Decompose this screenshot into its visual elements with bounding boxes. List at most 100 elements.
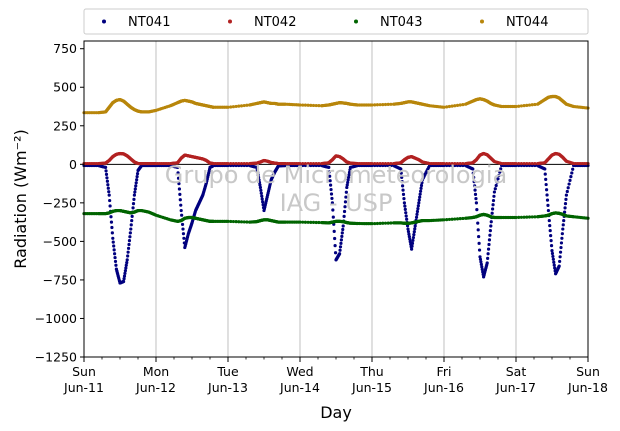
- data-point-NT041: [492, 194, 496, 198]
- data-point-NT044: [306, 103, 310, 107]
- data-point-NT041: [261, 200, 265, 204]
- data-point-NT041: [344, 190, 348, 194]
- data-point-NT041: [256, 173, 260, 177]
- data-point-NT043: [527, 215, 532, 219]
- data-point-NT044: [381, 102, 385, 107]
- data-point-NT041: [343, 200, 348, 204]
- data-point-NT041: [408, 237, 412, 241]
- data-point-NT041: [327, 165, 331, 169]
- data-point-NT041: [344, 195, 348, 199]
- data-point-NT041: [133, 187, 137, 191]
- data-point-NT042: [298, 161, 302, 166]
- data-point-NT041: [570, 171, 574, 175]
- data-point-NT041: [130, 214, 134, 218]
- data-point-NT041: [489, 220, 493, 224]
- data-point-NT041: [131, 202, 136, 206]
- data-point-NT041: [545, 193, 549, 197]
- data-point-NT041: [125, 260, 129, 265]
- y-tick-label: 500: [53, 80, 77, 95]
- data-point-NT041: [410, 247, 414, 251]
- data-point-NT044: [445, 105, 449, 109]
- data-point-NT041: [411, 235, 415, 240]
- data-point-NT041: [405, 224, 410, 228]
- data-point-NT041: [413, 227, 417, 231]
- grid-lines: [155, 41, 517, 357]
- y-axis-title: Radiation (Wm⁻²): [11, 129, 30, 268]
- data-point-NT042: [370, 161, 374, 166]
- data-point-NT041: [122, 277, 126, 281]
- x-tick-date: Jun-14: [279, 380, 320, 395]
- data-point-NT041: [486, 252, 490, 256]
- data-point-NT043: [314, 220, 318, 225]
- data-point-NT044: [245, 103, 249, 107]
- data-point-NT041: [348, 168, 352, 172]
- data-point-NT043: [239, 220, 244, 224]
- data-point-NT041: [255, 168, 259, 172]
- data-point-NT044: [383, 102, 388, 107]
- data-point-NT044: [442, 105, 446, 109]
- x-tick-day: Fri: [437, 364, 452, 379]
- data-point-NT042: [533, 161, 537, 166]
- data-point-NT041: [404, 211, 408, 215]
- watermark: Grupo de Micrometeorologia IAG - USP: [165, 161, 507, 217]
- data-point-NT041: [106, 186, 110, 190]
- data-point-NT041: [259, 188, 263, 192]
- data-point-NT041: [475, 208, 479, 212]
- data-point-NT041: [129, 223, 133, 227]
- data-point-NT041: [543, 167, 547, 171]
- data-point-NT041: [557, 264, 561, 268]
- x-tick-date: Jun-13: [207, 380, 248, 395]
- data-point-NT041: [413, 224, 417, 228]
- data-point-NT041: [544, 177, 548, 181]
- data-point-NT043: [389, 221, 393, 225]
- data-point-NT041: [497, 173, 501, 178]
- data-point-NT041: [123, 269, 127, 273]
- data-point-NT042: [527, 161, 532, 166]
- data-point-NT041: [104, 165, 108, 169]
- data-point-NT041: [176, 165, 180, 169]
- data-point-NT041: [558, 250, 563, 254]
- data-point-NT041: [255, 165, 259, 169]
- data-point-NT041: [338, 245, 343, 249]
- data-point-NT041: [477, 241, 481, 245]
- data-point-NT041: [551, 257, 555, 261]
- data-point-NT041: [489, 224, 493, 228]
- data-point-NT043: [381, 221, 385, 225]
- x-tick-date: Jun-11: [63, 380, 104, 395]
- data-point-NT041: [415, 212, 419, 217]
- data-point-NT041: [550, 251, 555, 256]
- data-point-NT041: [124, 266, 128, 270]
- data-point-NT044: [234, 104, 238, 109]
- data-point-NT042: [445, 161, 449, 166]
- data-point-NT041: [488, 233, 492, 237]
- data-point-NT041: [407, 234, 411, 239]
- data-point-NT041: [345, 183, 349, 187]
- data-point-NT043: [301, 220, 305, 224]
- y-tick-label: −1250: [35, 350, 77, 365]
- data-point-NT041: [109, 220, 114, 224]
- data-point-NT041: [130, 218, 134, 223]
- data-point-NT043: [519, 215, 524, 219]
- data-point-NT041: [342, 209, 347, 214]
- data-point-NT041: [417, 198, 421, 202]
- x-axis: SunJun-11MonJun-12TueJun-13WedJun-14ThuJ…: [63, 357, 608, 395]
- data-point-NT041: [108, 198, 112, 203]
- data-point-NT041: [549, 244, 554, 248]
- data-point-NT041: [340, 231, 344, 235]
- data-point-NT041: [412, 233, 416, 237]
- data-point-NT044: [461, 102, 465, 107]
- data-point-NT041: [112, 244, 116, 248]
- data-point-NT044: [386, 102, 390, 106]
- data-point-NT041: [472, 175, 476, 180]
- data-point-NT044: [231, 105, 235, 109]
- data-point-NT041: [107, 190, 111, 194]
- data-point-NT041: [546, 208, 551, 213]
- data-point-NT041: [471, 167, 475, 171]
- data-point-NT041: [135, 171, 140, 176]
- data-point-NT041: [256, 170, 260, 175]
- data-point-NT041: [346, 178, 350, 182]
- data-point-NT041: [176, 171, 180, 175]
- data-point-NT041: [122, 274, 127, 278]
- data-point-NT041: [333, 236, 337, 241]
- data-point-NT041: [415, 209, 420, 214]
